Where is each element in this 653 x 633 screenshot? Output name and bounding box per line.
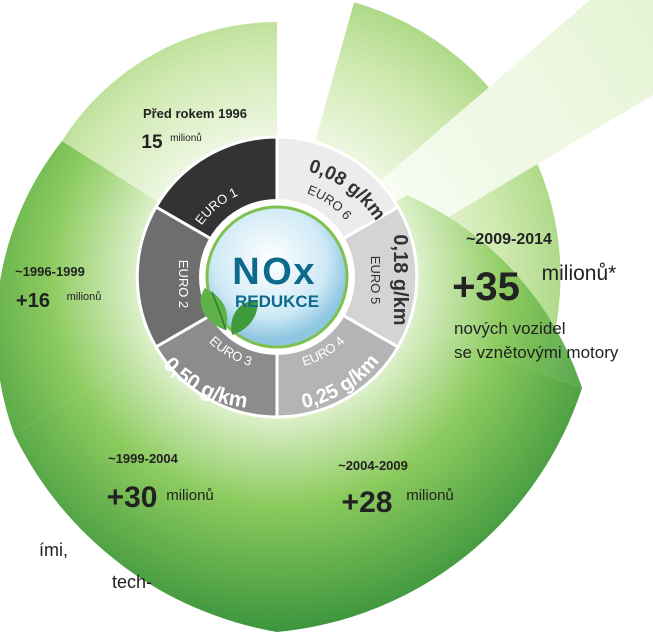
- hub-title-x: x: [293, 251, 314, 293]
- euro-label-2: EURO 2: [176, 260, 191, 308]
- period-unit: milionů: [67, 291, 102, 303]
- hub-subtitle: REDUKCE: [235, 292, 319, 311]
- euro-label-5: EURO 5: [368, 256, 383, 304]
- period-label: ~2004-2009: [338, 458, 408, 473]
- period-1996-1999: ~1996-1999 +16 milionů: [15, 264, 101, 312]
- period-count: +28: [342, 486, 393, 519]
- period-count: +30: [107, 481, 158, 514]
- hub-title-n: N: [232, 251, 259, 293]
- period-label: ~2009-2014: [466, 231, 552, 248]
- period-count: +16: [16, 290, 50, 312]
- limit-label-euro-5: 0,18 g/km: [389, 234, 411, 325]
- period-pre-1996: Před rokem 1996 15 milionů: [141, 106, 247, 153]
- period-2009-2014: ~2009-2014 +35 milionů* nových vozidel s…: [452, 231, 619, 362]
- period-unit: milionů*: [542, 262, 617, 285]
- period-unit: milionů: [166, 487, 214, 504]
- period-label: Před rokem 1996: [143, 106, 247, 121]
- side-text-line2: tech-: [112, 572, 152, 592]
- period-count: +35: [452, 265, 520, 309]
- side-text-line1: ími,: [39, 540, 68, 560]
- period-note-line2: se vznětovými motory: [454, 343, 619, 362]
- period-label: ~1999-2004: [108, 451, 179, 466]
- period-unit: milionů: [170, 132, 202, 144]
- hub-title: N O x REDUKCE: [232, 251, 319, 311]
- period-unit: milionů: [406, 487, 454, 504]
- leaf-icon: [200, 288, 258, 335]
- period-count: 15: [141, 132, 163, 153]
- period-note-line1: nových vozidel: [454, 319, 566, 338]
- hub-title-o: O: [262, 251, 292, 293]
- period-2004-2009: ~2004-2009 +28 milionů: [338, 458, 454, 519]
- period-label: ~1996-1999: [15, 264, 85, 279]
- period-1999-2004: ~1999-2004 +30 milionů: [107, 451, 214, 514]
